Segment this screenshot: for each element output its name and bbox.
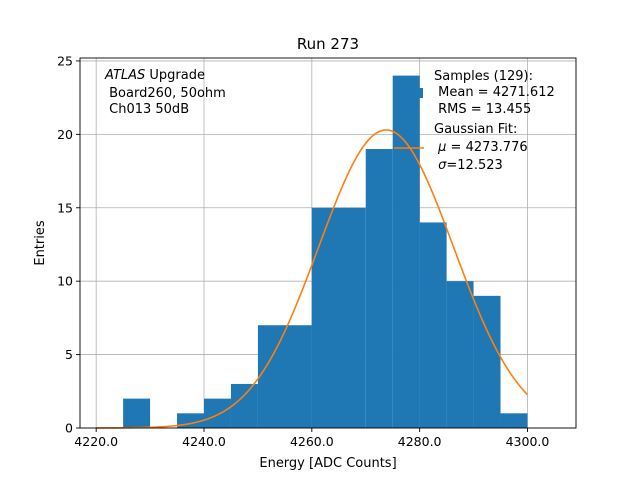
y-tick-label: 10 (57, 274, 73, 289)
fit-curve-path (96, 129, 529, 429)
x-tick-label: 4260.0 (290, 434, 334, 449)
gaussian-fit-curve (96, 129, 529, 429)
x-tick-label: 4300.0 (506, 434, 550, 449)
histogram-bar (365, 149, 393, 429)
y-axis-ticks: 0 5 10 15 20 25 (57, 53, 80, 436)
atlas-italic-text: ATLAS (104, 68, 145, 83)
channel-line: Ch013 50dB (105, 102, 189, 117)
legend-fit-title: Gaussian Fit: (434, 122, 517, 137)
legend-samples-rms: RMS = 13.455 (434, 102, 531, 117)
legend-sigma-value: =12.523 (446, 158, 502, 173)
legend-samples-title: Samples (129): (434, 69, 533, 84)
y-tick-label: 20 (57, 127, 73, 142)
x-axis-label: Energy [ADC Counts] (259, 456, 396, 471)
x-tick-label: 4280.0 (398, 434, 442, 449)
histogram-bar (257, 325, 312, 428)
x-axis-ticks: 4220.0 4240.0 4260.0 4280.0 4300.0 (74, 428, 549, 449)
histogram-bars (123, 75, 528, 429)
legend-mu-symbol: μ (437, 140, 446, 155)
histogram-bar (419, 222, 447, 428)
chart-title: Run 273 (297, 35, 359, 53)
atlas-upgrade-text: Upgrade (145, 68, 205, 83)
histogram-bar (446, 281, 474, 428)
histogram-bar (204, 398, 231, 428)
y-tick-label: 0 (65, 421, 73, 436)
y-axis-label: Entries (33, 220, 48, 266)
svg-text:μ = 4273.776: μ = 4273.776 (434, 140, 528, 155)
y-tick-label: 25 (57, 53, 73, 68)
legend-samples-swatch (418, 88, 423, 98)
svg-text:σ=12.523: σ=12.523 (434, 158, 503, 173)
legend-mu-value: = 4273.776 (446, 140, 527, 155)
histogram-bar (473, 295, 501, 428)
x-tick-label: 4220.0 (74, 434, 118, 449)
histogram-bar (123, 398, 151, 428)
histogram-bar (311, 207, 366, 428)
plot-frame (79, 57, 577, 429)
x-tick-label: 4240.0 (182, 434, 226, 449)
legend: Samples (129): Mean = 4271.612 RMS = 13.… (394, 69, 555, 173)
legend-samples-mean: Mean = 4271.612 (434, 85, 555, 100)
histogram-bar (392, 75, 420, 428)
histogram-bar (500, 413, 528, 428)
histogram-bar (230, 383, 258, 428)
board-line: Board260, 50ohm (105, 86, 226, 101)
y-tick-label: 15 (57, 200, 73, 215)
atlas-annotation: ATLAS Upgrade Board260, 50ohm Ch013 50dB (104, 68, 226, 117)
legend-sigma-symbol: σ (438, 158, 447, 173)
y-tick-label: 5 (65, 347, 73, 362)
svg-text:ATLAS Upgrade: ATLAS Upgrade (104, 68, 205, 83)
